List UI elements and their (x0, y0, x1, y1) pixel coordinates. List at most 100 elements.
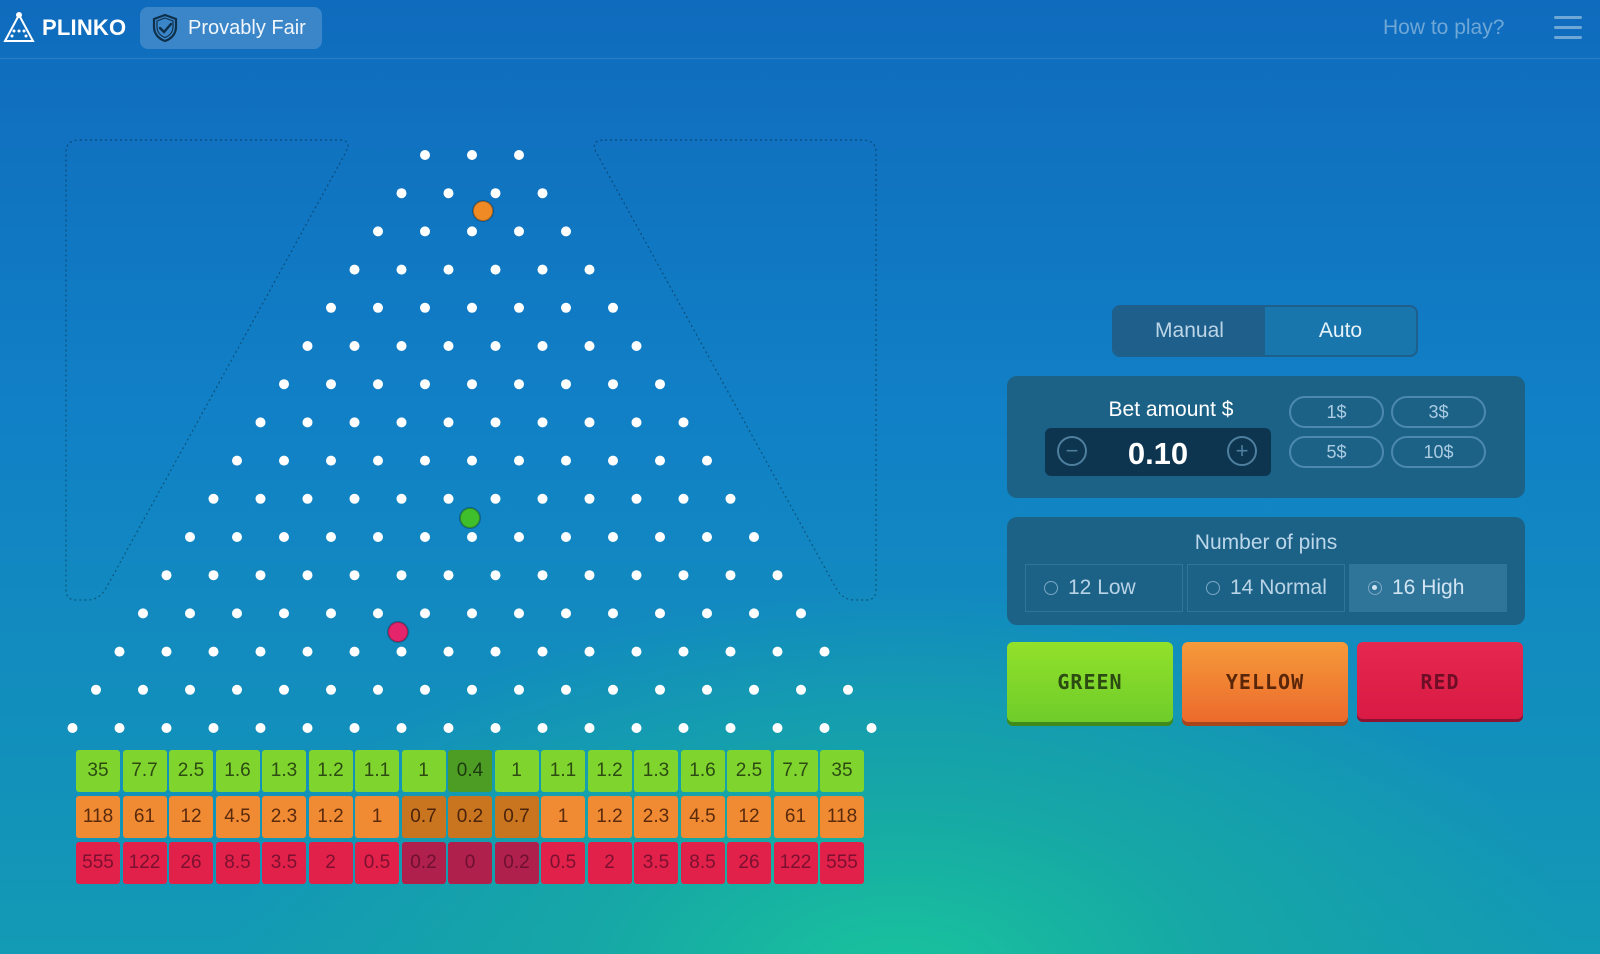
pin (349, 646, 360, 657)
red-multiplier-cell: 0.5 (355, 842, 399, 884)
radio-icon (1368, 581, 1382, 595)
yellow-multiplier-row: 118 61 12 4.5 2.3 1.2 1 0.7 0.2 0.7 1 1.2 2.3 4.5 12 61… (76, 796, 864, 838)
red-multiplier-cell: 8.5 (680, 842, 725, 884)
pin (725, 570, 736, 581)
pin (514, 226, 524, 237)
pin (584, 341, 595, 351)
how-to-play-link[interactable]: How to play? (1383, 16, 1505, 39)
manual-tab[interactable]: Manual (1114, 307, 1265, 355)
pin (608, 302, 618, 313)
pin (373, 379, 383, 390)
pin (467, 608, 477, 619)
green-multiplier-cell: 2.5 (727, 750, 771, 792)
pin (349, 723, 360, 733)
pin (537, 570, 548, 581)
yellow-multiplier-cell: 61 (122, 796, 167, 838)
play-red-button[interactable]: RED (1357, 642, 1523, 722)
green-multiplier-cell: 2.5 (169, 750, 213, 792)
pin (232, 684, 242, 695)
play-yellow-button[interactable]: YELLOW (1182, 642, 1348, 722)
board-side-guides (65, 139, 877, 601)
red-multiplier-cell: 0 (448, 842, 492, 884)
pin (678, 646, 689, 657)
pin (490, 723, 501, 733)
green-multiplier-cell: 35 (76, 750, 120, 792)
pin (279, 684, 289, 695)
pin (514, 684, 524, 695)
pin (255, 570, 266, 581)
pin (584, 570, 595, 581)
pin (537, 341, 548, 351)
pin (349, 264, 360, 275)
pin (608, 455, 618, 466)
quick-bet-3[interactable]: 3$ (1391, 396, 1486, 428)
pin (655, 608, 665, 619)
green-multiplier-cell: 35 (820, 750, 864, 792)
green-multiplier-cell: 1.6 (215, 750, 260, 792)
red-multiplier-cell: 0.2 (494, 842, 539, 884)
multiplier-table: 35 7.7 2.5 1.6 1.3 1.2 1.1 1 0.4 1 1.1 1.2 1.3 1.6 2.5… (76, 750, 864, 888)
play-green-button[interactable]: GREEN (1007, 642, 1173, 722)
pin (514, 608, 524, 619)
pin (796, 608, 806, 619)
pin (349, 570, 360, 581)
pin (561, 379, 571, 390)
decrease-bet-button[interactable]: − (1057, 436, 1087, 466)
pin (490, 570, 501, 581)
green-multiplier-cell: 1.1 (355, 750, 399, 792)
pin-field (67, 150, 877, 733)
green-multiplier-cell: 1 (401, 750, 446, 792)
pin (114, 723, 125, 733)
pin (396, 264, 407, 275)
yellow-multiplier-cell: 12 (169, 796, 213, 838)
pin (91, 684, 101, 695)
red-multiplier-cell: 2 (308, 842, 353, 884)
top-bar: PLINKO Provably Fair How to play? (0, 0, 1600, 59)
pin (420, 532, 430, 542)
green-multiplier-cell: 1.6 (680, 750, 725, 792)
pin (608, 684, 618, 695)
pin (302, 646, 313, 657)
pins-option-label: 12 Low (1068, 576, 1136, 599)
pin (420, 150, 430, 160)
pin (161, 723, 172, 733)
provably-fair-label: Provably Fair (188, 16, 306, 39)
auto-tab[interactable]: Auto (1318, 319, 1363, 342)
pin (490, 493, 501, 504)
pin (326, 455, 336, 466)
pins-option-16-high[interactable]: 16 High (1349, 564, 1507, 612)
pin (702, 455, 712, 466)
pins-option-12-low[interactable]: 12 Low (1025, 564, 1183, 612)
red-multiplier-row: 555 122 26 8.5 3.5 2 0.5 0.2 0 0.2 0.5 2 3.5 8.5 26 122… (76, 842, 864, 884)
pin (749, 608, 759, 619)
balls (387, 200, 494, 643)
red-ball (387, 621, 409, 643)
pin (819, 646, 830, 657)
pin (302, 341, 313, 351)
provably-fair-button[interactable]: Provably Fair (140, 7, 322, 49)
green-multiplier-cell: 1.2 (308, 750, 353, 792)
pin (302, 417, 313, 428)
bet-amount-value[interactable]: 0.10 (1127, 436, 1189, 471)
yellow-multiplier-cell: 1.2 (308, 796, 353, 838)
quick-bet-1[interactable]: 1$ (1289, 396, 1384, 428)
hamburger-icon[interactable] (1554, 16, 1582, 40)
quick-bet-5[interactable]: 5$ (1289, 436, 1384, 468)
shield-check-icon (152, 13, 178, 43)
pins-option-14-normal[interactable]: 14 Normal (1187, 564, 1345, 612)
quick-bet-10[interactable]: 10$ (1391, 436, 1486, 468)
yellow-multiplier-cell: 118 (820, 796, 864, 838)
pin (608, 608, 618, 619)
pin (443, 723, 454, 733)
pin (514, 302, 524, 313)
red-multiplier-cell: 122 (773, 842, 818, 884)
pin (396, 417, 407, 428)
pin (655, 379, 665, 390)
pin (185, 684, 195, 695)
yellow-multiplier-cell: 4.5 (680, 796, 725, 838)
increase-bet-button[interactable]: + (1227, 436, 1257, 466)
pin (420, 302, 430, 313)
pin (655, 532, 665, 542)
pin (349, 493, 360, 504)
orange-ball (472, 200, 494, 222)
